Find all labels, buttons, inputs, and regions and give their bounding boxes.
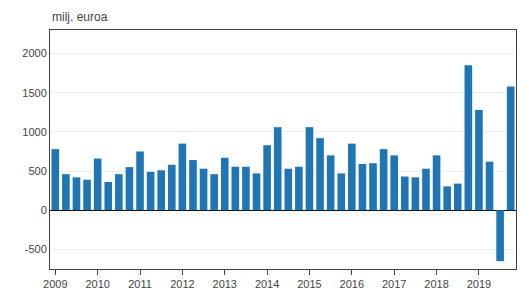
svg-text:2000: 2000 [22, 47, 46, 59]
svg-text:2013: 2013 [213, 278, 237, 290]
svg-text:2018: 2018 [424, 278, 448, 290]
svg-text:2019: 2019 [467, 278, 491, 290]
svg-text:500: 500 [28, 165, 46, 177]
svg-text:2011: 2011 [128, 278, 152, 290]
svg-text:2014: 2014 [255, 278, 279, 290]
svg-text:2012: 2012 [170, 278, 194, 290]
svg-text:1500: 1500 [22, 87, 46, 99]
svg-text:2010: 2010 [85, 278, 109, 290]
svg-text:milj. euroa: milj. euroa [52, 10, 108, 24]
svg-text:2015: 2015 [297, 278, 321, 290]
svg-text:0: 0 [41, 204, 47, 216]
svg-text:2017: 2017 [382, 278, 406, 290]
svg-text:2009: 2009 [43, 278, 67, 290]
svg-text:1000: 1000 [22, 126, 46, 138]
svg-text:-500: -500 [25, 243, 47, 255]
svg-text:2016: 2016 [340, 278, 364, 290]
